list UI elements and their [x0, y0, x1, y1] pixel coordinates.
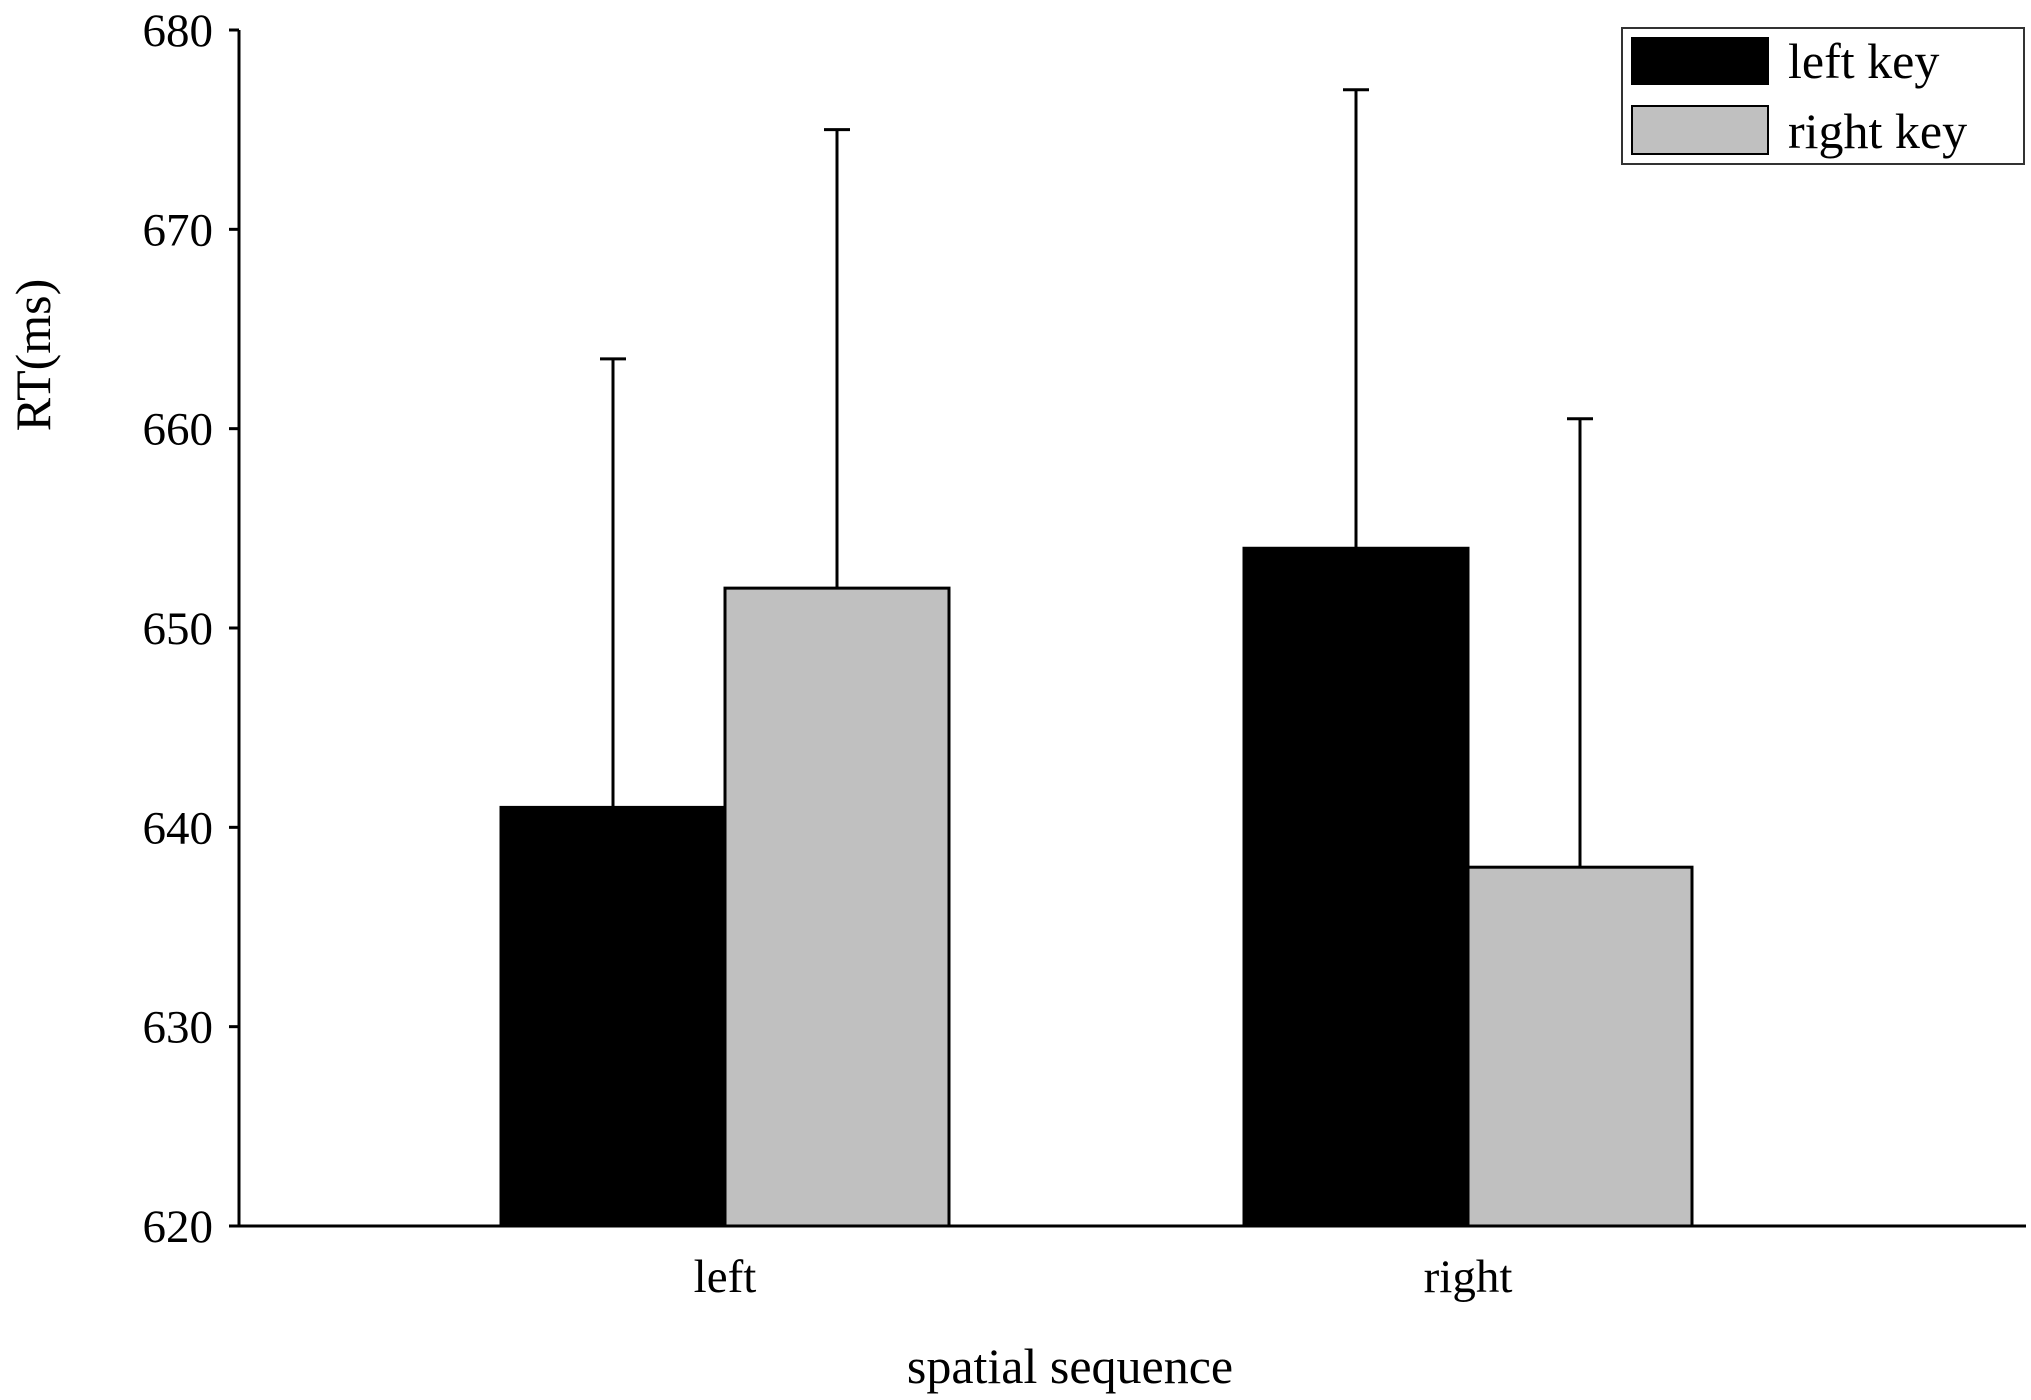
x-labels-layer: left right	[694, 1251, 1513, 1303]
y-tick-label: 640	[143, 802, 214, 854]
y-axis-title: RT(ms)	[5, 279, 61, 432]
bar-right-key-left	[723, 586, 951, 1228]
y-tick-label: 620	[143, 1201, 214, 1253]
bar-right-key-right	[1466, 865, 1694, 1228]
y-tick-label: 680	[143, 5, 214, 57]
legend-swatch-right-key	[1631, 105, 1769, 155]
error-bars-layer	[600, 88, 1593, 868]
bars-layer	[499, 546, 1694, 1228]
y-tick-label: 650	[143, 603, 214, 655]
bar-left-key-left	[499, 805, 727, 1228]
y-ticks-layer: 620 630 640 650 660 670 680	[143, 5, 239, 1253]
legend-label-right-key: right key	[1788, 103, 1967, 159]
y-tick-label: 660	[143, 404, 214, 456]
x-category-label-right: right	[1424, 1251, 1513, 1303]
y-tick-label: 670	[143, 204, 214, 256]
x-category-label-left: left	[694, 1251, 757, 1303]
legend-swatch-left-key	[1631, 37, 1769, 85]
y-tick-label: 630	[143, 1002, 214, 1054]
bar-left-key-right	[1242, 546, 1470, 1228]
x-axis-title: spatial sequence	[907, 1338, 1233, 1394]
legend: left key right key	[1621, 27, 2025, 165]
legend-label-left-key: left key	[1788, 33, 1939, 89]
